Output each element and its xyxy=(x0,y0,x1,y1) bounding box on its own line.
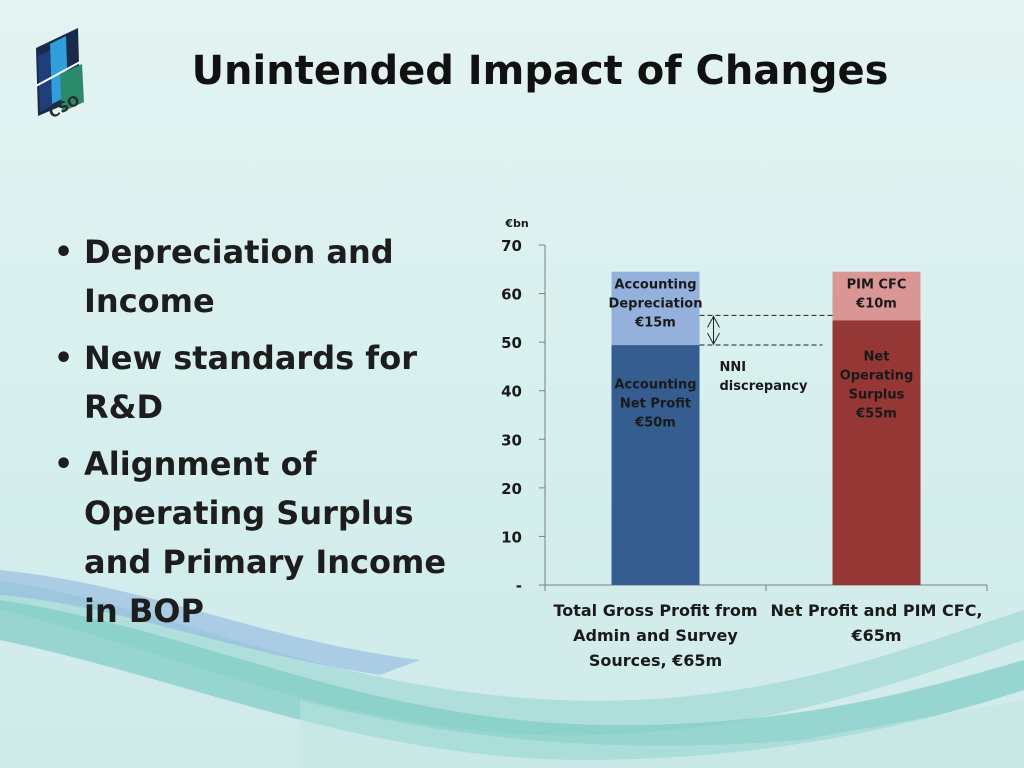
annotation-arrow-head-down xyxy=(707,332,720,346)
cso-logo: CSO xyxy=(35,28,84,122)
bar-segment-label: €55m xyxy=(855,407,897,422)
bullet-text: Depreciation and Income xyxy=(84,233,394,320)
bar-segment xyxy=(611,271,700,346)
bar-segment-label: €15m xyxy=(634,316,676,331)
bar-segment-label: Accounting xyxy=(614,278,696,293)
bar-segment-label: PIM CFC xyxy=(847,278,907,293)
x-category-label: Admin and Survey xyxy=(573,626,738,645)
stacked-bar-chart: €bn 70 60 50 40 30 20 10 - Accounting Net Profit €5… xyxy=(501,217,988,670)
bullet-item: • Depreciation and Income xyxy=(52,228,482,326)
bullet-text: Alignment of Operating Surplus and Prima… xyxy=(84,445,447,630)
bullet-glyph: • xyxy=(54,235,74,270)
x-category-label: Total Gross Profit from xyxy=(553,601,757,620)
y-tick-label: 20 xyxy=(501,480,522,498)
bar-segment-label: Net xyxy=(864,350,890,365)
bullet-item: • Alignment of Operating Surplus and Prim… xyxy=(52,440,482,636)
bar-segment xyxy=(832,320,921,585)
bullet-list: • Depreciation and Income • New standards … xyxy=(52,228,482,644)
y-tick-label: 40 xyxy=(501,383,522,401)
bar-segment-label: €10m xyxy=(855,297,897,312)
y-tick-label: - xyxy=(516,577,522,595)
y-tick-label: 60 xyxy=(501,286,522,304)
bullet-glyph: • xyxy=(54,341,74,376)
bar-segment-label: Operating xyxy=(840,369,914,384)
slide-title: Unintended Impact of Changes xyxy=(191,48,889,94)
y-unit-label: €bn xyxy=(504,217,528,230)
y-tick-label: 70 xyxy=(501,237,522,255)
bullet-item: • New standards for R&D xyxy=(52,334,482,432)
annotation-arrow-head-up xyxy=(707,315,720,328)
annotation-label: discrepancy xyxy=(720,379,808,394)
annotation-label: NNI xyxy=(720,360,747,375)
bar-segment-label: Depreciation xyxy=(609,297,703,312)
y-tick-label: 50 xyxy=(501,334,522,352)
y-tick-label: 10 xyxy=(501,528,522,546)
x-category-label: Net Profit and PIM CFC, xyxy=(770,601,982,620)
y-tick-label: 30 xyxy=(501,431,522,449)
bar-segment xyxy=(832,271,921,321)
bullet-text: New standards for R&D xyxy=(84,339,417,426)
x-category-label: €65m xyxy=(850,626,901,645)
bar-segment xyxy=(611,345,700,585)
bar-segment-label: €50m xyxy=(634,415,676,430)
bar-segment-label: Surplus xyxy=(849,388,905,403)
bullet-glyph: • xyxy=(54,447,74,482)
x-category-label: Sources, €65m xyxy=(589,651,722,670)
bar-segment-label: Net Profit xyxy=(620,396,691,411)
bar-segment-label: Accounting xyxy=(614,377,696,392)
